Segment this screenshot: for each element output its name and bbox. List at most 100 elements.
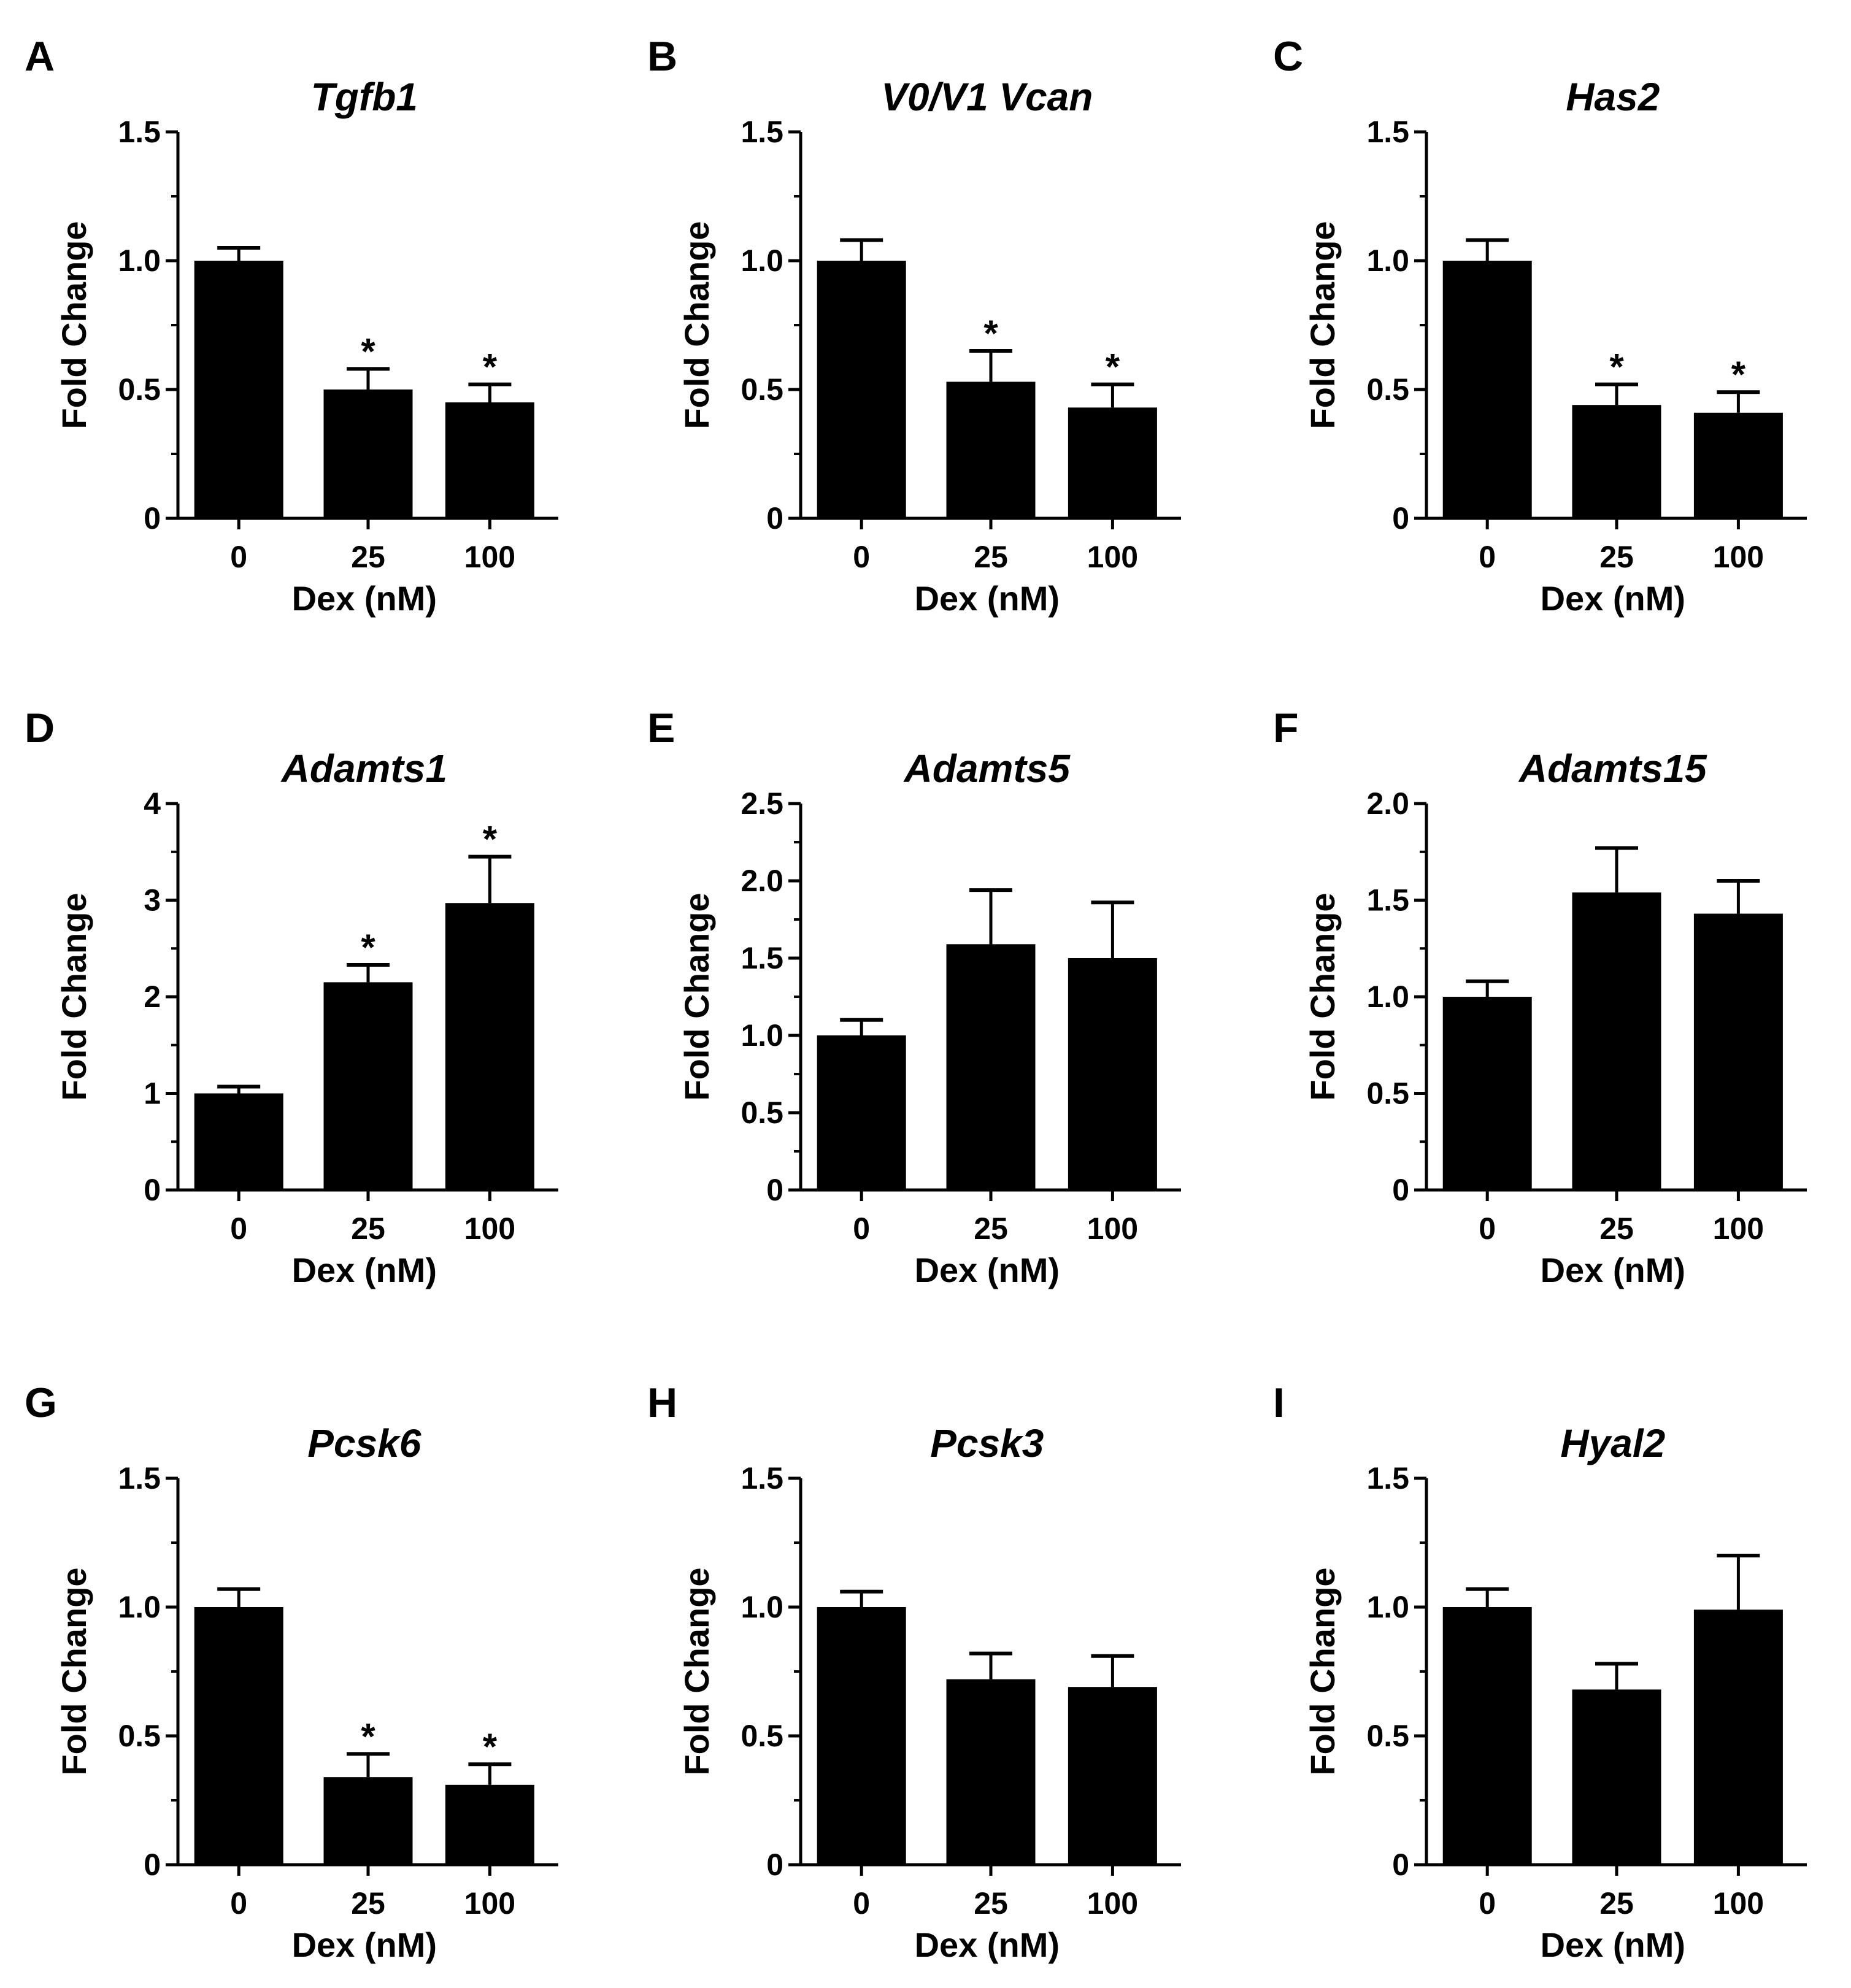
y-axis-label: Fold Change — [55, 221, 93, 429]
chart-title: Pcsk6 — [307, 1421, 421, 1465]
bar — [1693, 412, 1783, 518]
y-axis-label: Fold Change — [1303, 892, 1342, 1100]
panel-letter: B — [647, 33, 677, 80]
y-tick-label: 1.5 — [741, 1461, 783, 1495]
x-tick-label: 100 — [464, 1211, 515, 1246]
chart-title: Has2 — [1566, 75, 1660, 119]
bar — [194, 261, 283, 518]
x-axis-label: Dex (nM) — [1541, 1251, 1685, 1289]
x-tick-label: 100 — [1713, 540, 1764, 574]
bar — [817, 1607, 906, 1865]
y-tick-label: 0.5 — [741, 372, 783, 407]
x-tick-label: 0 — [230, 540, 247, 574]
significance-marker: * — [1106, 347, 1120, 388]
x-tick-label: 0 — [1479, 540, 1496, 574]
y-tick-label: 0 — [1392, 501, 1409, 535]
significance-marker: * — [483, 819, 498, 860]
bar — [946, 382, 1036, 518]
y-tick-label: 0 — [1392, 1848, 1409, 1882]
x-tick-label: 0 — [1479, 1886, 1496, 1921]
panel-letter: A — [25, 33, 55, 80]
y-tick-label: 1.0 — [741, 1018, 783, 1053]
chart-title: Tgfb1 — [311, 75, 418, 119]
x-tick-label: 25 — [1599, 1211, 1634, 1246]
significance-marker: * — [1731, 354, 1746, 395]
y-axis-label: Fold Change — [677, 221, 716, 429]
y-tick-label: 4 — [144, 786, 161, 821]
significance-marker: * — [983, 313, 998, 354]
y-tick-label: 0 — [766, 1173, 783, 1207]
bar — [946, 1679, 1036, 1865]
y-axis-label: Fold Change — [55, 1567, 93, 1775]
x-tick-label: 25 — [1599, 1886, 1634, 1921]
x-tick-label: 100 — [1087, 1886, 1138, 1921]
chart-panel-d: D Adamts1 * * 0 1 2 3 4 0 25 100 Dex (nM) Fold Change — [25, 705, 558, 1289]
bar — [1442, 261, 1532, 518]
x-tick-label: 0 — [1479, 1211, 1496, 1246]
bar — [817, 261, 906, 518]
y-tick-label: 1.0 — [118, 244, 161, 278]
y-tick-label: 1.0 — [1366, 980, 1409, 1014]
significance-marker: * — [483, 347, 498, 388]
chart-panel-c: C Has2 * * 0 0.5 1.0 1.5 0 25 100 Dex (nM) Fold Chan… — [1273, 33, 1807, 618]
panel-letter: E — [647, 705, 675, 751]
y-tick-label: 0.5 — [1366, 1077, 1409, 1111]
y-tick-label: 3 — [144, 883, 161, 918]
y-tick-label: 0 — [144, 1848, 161, 1882]
bar — [445, 402, 534, 518]
chart-panel-g: G Pcsk6 * * 0 0.5 1.0 1.5 0 25 100 Dex (nM) Fold Cha… — [25, 1380, 558, 1964]
y-tick-label: 0 — [766, 501, 783, 535]
y-tick-label: 1.0 — [741, 244, 783, 278]
bar — [1442, 997, 1532, 1190]
bar — [1442, 1607, 1532, 1865]
y-tick-label: 1.5 — [1366, 883, 1409, 918]
y-tick-label: 0.5 — [118, 372, 161, 407]
x-axis-label: Dex (nM) — [292, 1251, 437, 1289]
x-tick-label: 0 — [230, 1211, 247, 1246]
bar — [1572, 1689, 1661, 1865]
y-tick-label: 1.5 — [118, 115, 161, 149]
x-tick-label: 100 — [1087, 540, 1138, 574]
x-tick-label: 25 — [974, 540, 1008, 574]
x-axis-label: Dex (nM) — [292, 579, 437, 618]
x-axis-label: Dex (nM) — [915, 1251, 1060, 1289]
x-tick-label: 25 — [974, 1886, 1008, 1921]
y-axis-label: Fold Change — [1303, 1567, 1342, 1775]
bar — [323, 1777, 413, 1865]
x-axis-label: Dex (nM) — [292, 1925, 437, 1964]
x-tick-label: 0 — [853, 1211, 870, 1246]
chart-panel-i: I Hyal2 0 0.5 1.0 1.5 0 25 100 Dex (nM) Fold Chang… — [1273, 1380, 1807, 1964]
y-tick-label: 2.5 — [741, 786, 783, 821]
y-tick-label: 0 — [144, 1173, 161, 1207]
bar — [194, 1093, 283, 1190]
x-axis-label: Dex (nM) — [1541, 579, 1685, 618]
y-tick-label: 2.0 — [1366, 786, 1409, 821]
y-tick-label: 1.5 — [741, 115, 783, 149]
y-tick-label: 0.5 — [741, 1096, 783, 1130]
y-tick-label: 2.0 — [741, 864, 783, 898]
bar — [817, 1035, 906, 1190]
x-tick-label: 25 — [974, 1211, 1008, 1246]
chart-title: Pcsk3 — [930, 1421, 1044, 1465]
bar — [1572, 892, 1661, 1190]
x-tick-label: 100 — [464, 540, 515, 574]
significance-marker: * — [361, 331, 375, 372]
significance-marker: * — [483, 1726, 498, 1767]
y-tick-label: 2 — [144, 980, 161, 1014]
x-tick-label: 100 — [1713, 1886, 1764, 1921]
y-tick-label: 1.5 — [741, 941, 783, 975]
y-tick-label: 1.0 — [118, 1590, 161, 1624]
x-tick-label: 0 — [853, 1886, 870, 1921]
chart-title: Adamts15 — [1518, 746, 1707, 791]
y-tick-label: 0.5 — [118, 1719, 161, 1753]
bar — [1068, 1687, 1157, 1865]
y-tick-label: 1 — [144, 1077, 161, 1111]
y-axis-label: Fold Change — [677, 892, 716, 1100]
x-axis-label: Dex (nM) — [1541, 1925, 1685, 1964]
y-tick-label: 0 — [144, 501, 161, 535]
bar — [323, 982, 413, 1190]
bar — [445, 1784, 534, 1865]
x-tick-label: 25 — [1599, 540, 1634, 574]
y-tick-label: 0.5 — [1366, 1719, 1409, 1753]
